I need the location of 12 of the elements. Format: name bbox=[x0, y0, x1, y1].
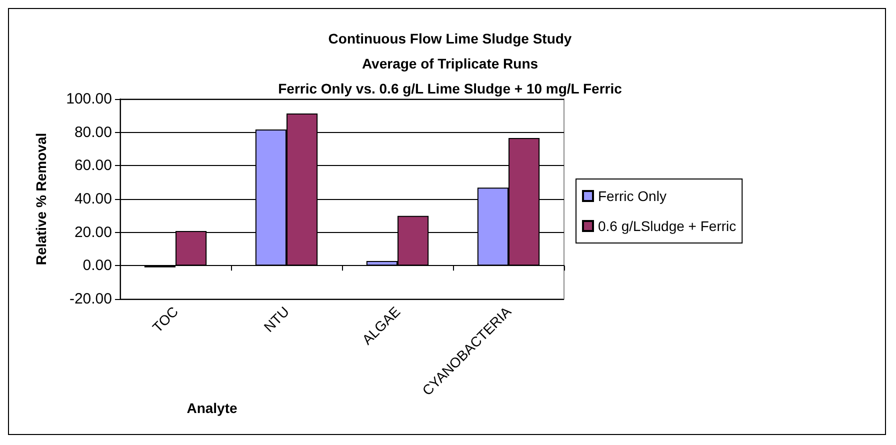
y-tick-label: 100.00 bbox=[66, 90, 112, 108]
chart-title: Continuous Flow Lime Sludge Study Average of Triplicate Runs Ferric Only vs. 0.6 g/L Lime Sludge + 10 mg/L Ferric bbox=[278, 30, 622, 96]
legend-label: 0.6 g/LSludge + Ferric bbox=[598, 218, 736, 234]
y-tick-label: 20.00 bbox=[74, 224, 112, 241]
y-axis-title: Relative % Removal bbox=[33, 132, 49, 266]
y-tick-label: 80.00 bbox=[74, 124, 112, 141]
y-tick-label: -20.00 bbox=[69, 290, 112, 308]
y-tick-label: 0.00 bbox=[82, 257, 112, 274]
y-tick-label: 40.00 bbox=[74, 190, 112, 208]
x-axis-title: Analyte bbox=[186, 400, 238, 416]
y-tick-label: 60.00 bbox=[74, 157, 112, 174]
legend-label: Ferric Only bbox=[598, 188, 666, 204]
